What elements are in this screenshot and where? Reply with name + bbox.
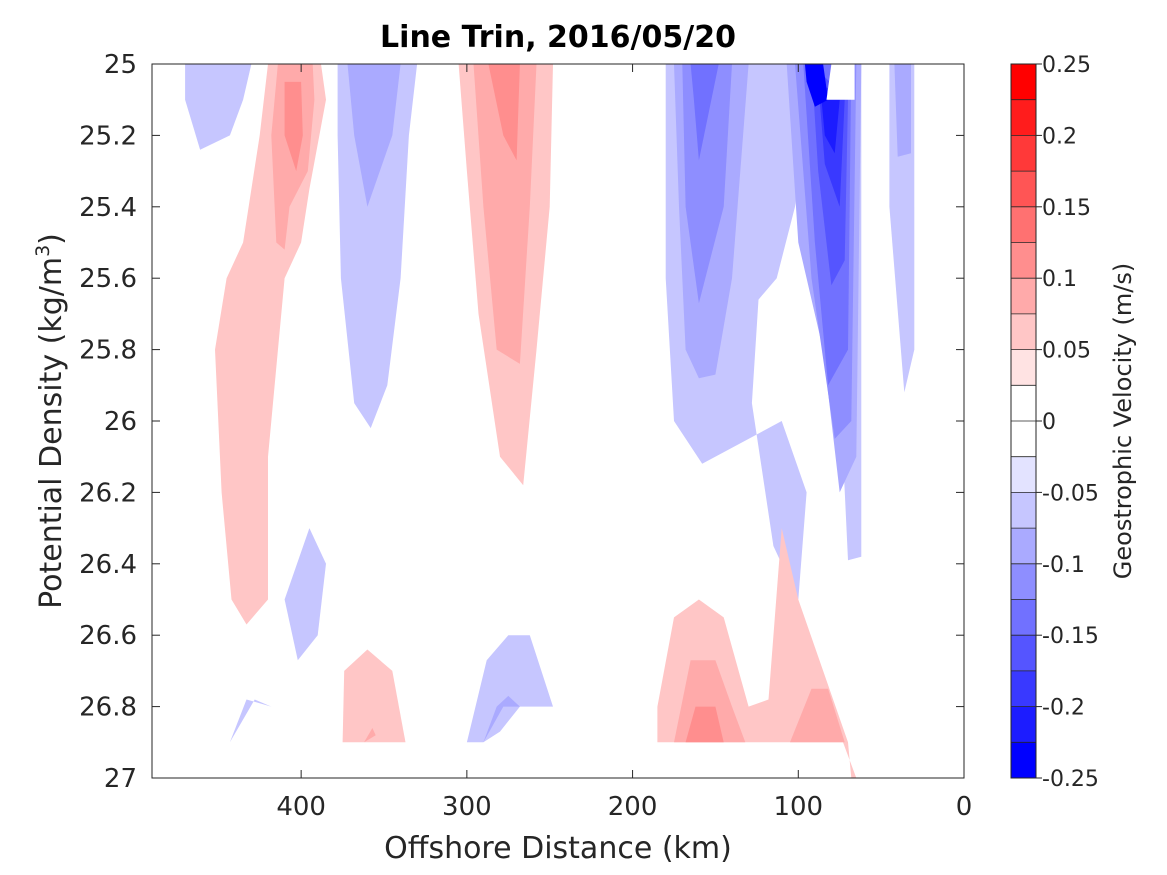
colorbar-tick-label: 0.05	[1042, 339, 1091, 364]
x-tick-label: 200	[608, 792, 658, 822]
colorbar-tick-label: -0.2	[1042, 696, 1085, 721]
y-tick-label: 27	[104, 764, 137, 794]
colorbar-band	[1011, 421, 1036, 458]
y-tick-label: 25	[104, 50, 137, 80]
y-axis-label: Potential Density (kg/m3)	[32, 233, 69, 609]
colorbar-band	[1011, 349, 1036, 386]
chart-title: Line Trin, 2016/05/20	[380, 20, 736, 55]
colorbar-band	[1011, 670, 1036, 708]
y-axis-label-main: Potential Density (kg/m	[34, 257, 69, 609]
y-axis-label-superscript: 3	[32, 245, 54, 257]
colorbar-band	[1011, 563, 1036, 600]
colorbar-tick-label: -0.15	[1042, 624, 1099, 649]
contour-region-blue-360-core	[347, 64, 401, 207]
colorbar-band	[1011, 278, 1036, 315]
y-tick-label: 25.4	[79, 193, 137, 223]
contour-region-red-360-deep	[342, 649, 406, 743]
colorbar: 0.25 0.2 0.15 0.1 0.05 0 -0.05 -0.1 -0.15 -0.2 -0.…	[1010, 53, 1099, 792]
x-tick-label: 400	[276, 792, 326, 822]
colorbar-band	[1011, 599, 1036, 636]
colorbar-tick-label: -0.1	[1042, 553, 1085, 578]
colorbar-tick-label: 0.25	[1042, 53, 1091, 78]
colorbar-tick-label: 0.15	[1042, 196, 1091, 221]
colorbar-band	[1011, 171, 1036, 208]
colorbar-band	[1011, 742, 1036, 779]
contour-region-blue-west-top	[185, 64, 252, 150]
contour-region-blue-160-b4	[690, 64, 719, 161]
contour-region-red-400-outer	[215, 64, 326, 625]
colorbar-band	[1011, 706, 1036, 743]
contour-region-blue-40-core	[894, 64, 911, 157]
x-tick-label: 300	[442, 792, 492, 822]
x-tick-label: 100	[773, 792, 823, 822]
contour-region-blue-90-b7	[821, 99, 840, 154]
colorbar-band	[1011, 313, 1036, 351]
x-tick-label: 0	[956, 792, 973, 822]
colorbar-band	[1011, 64, 1036, 101]
y-tick-label: 26.6	[79, 621, 137, 651]
y-tick-label: 25.6	[79, 264, 137, 294]
contour-region-red-400-core	[284, 81, 303, 172]
y-axis-label-end: )	[34, 233, 69, 245]
contour-region-red-80-deep-mid	[790, 688, 845, 743]
contour-region-blue-390-deep	[284, 528, 326, 661]
contour-region-red-150-deep-core	[685, 706, 724, 743]
colorbar-band	[1011, 99, 1036, 136]
colorbar-band	[1011, 135, 1036, 172]
colorbar-band	[1011, 492, 1036, 529]
contour-region-red-280-core	[488, 64, 520, 161]
y-tick-label: 26.2	[79, 478, 137, 508]
contour-region-blue-280-deep-core	[483, 695, 520, 743]
contour-region-blue-90-b8	[804, 64, 829, 107]
colorbar-tick-label: -0.05	[1042, 481, 1099, 506]
colorbar-band	[1011, 635, 1036, 672]
x-axis: 400 300 200 100 0	[276, 64, 972, 822]
y-tick-label: 26.8	[79, 693, 137, 723]
colorbar-band	[1011, 528, 1036, 565]
contour-region-red-360-speck	[364, 728, 376, 743]
colorbar-band	[1011, 456, 1036, 493]
colorbar-tick-label: -0.25	[1042, 767, 1099, 792]
colorbar-tick-label: 0	[1042, 410, 1056, 435]
contour-region-white-notch	[826, 64, 855, 100]
x-axis-label: Offshore Distance (km)	[384, 831, 732, 866]
contour-region-red-280-mid	[473, 64, 537, 364]
y-tick-label: 25.8	[79, 336, 137, 366]
contour-region-blue-160-b3	[682, 64, 732, 304]
contour-region-blue-280-deep	[466, 635, 553, 743]
colorbar-band	[1011, 206, 1036, 243]
contour-fills	[185, 64, 915, 778]
colorbar-label: Geostrophic Velocity (m/s)	[1109, 263, 1137, 579]
colorbar-band	[1011, 385, 1036, 422]
y-tick-label: 26.4	[79, 550, 137, 580]
colorbar-tick-label: 0.1	[1042, 267, 1077, 292]
y-tick-label: 25.2	[79, 121, 137, 151]
contour-region-blue-360-outer	[337, 64, 418, 429]
y-axis: 25 25.2 25.4 25.6 25.8 26 26.2 26.4 26.6 26.8 27	[79, 50, 964, 794]
colorbar-band	[1011, 242, 1036, 279]
y-tick-label: 26	[104, 407, 137, 437]
colorbar-tick-label: 0.2	[1042, 124, 1077, 149]
